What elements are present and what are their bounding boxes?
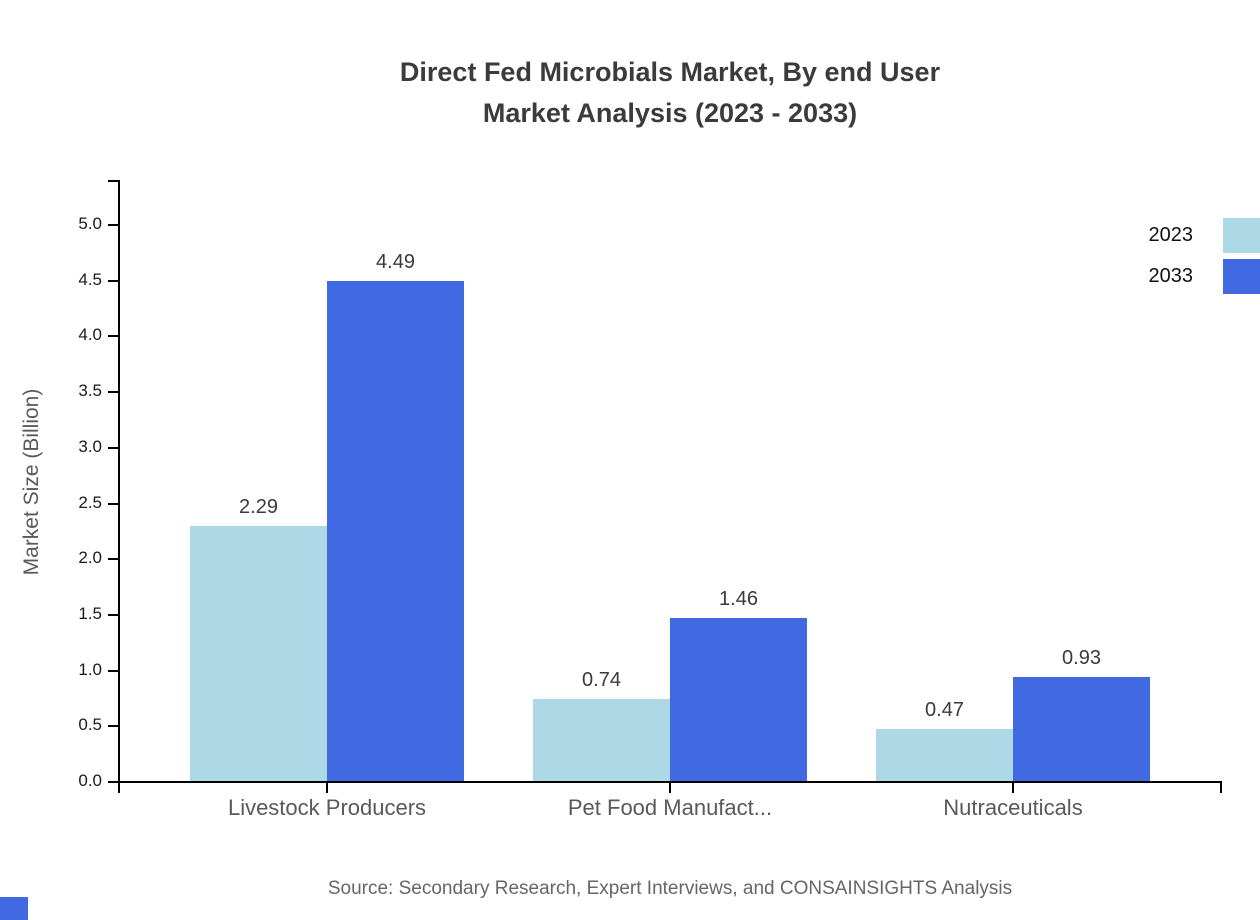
y-tick-label: 2.5 <box>78 492 102 512</box>
y-tick-label: 1.0 <box>78 659 102 679</box>
x-tick-mark <box>669 783 671 793</box>
legend-swatch-2023 <box>1223 218 1260 253</box>
y-tick-label: 0.0 <box>78 771 102 790</box>
y-tick-label: 3.0 <box>78 436 102 456</box>
y-tick-mark <box>108 781 118 783</box>
y-tick-mark <box>108 613 118 616</box>
legend-row: 2033 <box>1149 259 1260 294</box>
x-category-label: Livestock Producers <box>227 795 427 820</box>
y-tick-mark <box>108 335 118 338</box>
x-axis-spine <box>118 781 1222 783</box>
legend-label-2023: 2023 <box>1148 224 1194 246</box>
y-tick-label: 5.0 <box>78 214 102 233</box>
bar-value-label: 0.74 <box>582 668 621 691</box>
source-note: Source: Secondary Research, Expert Inter… <box>327 878 1013 899</box>
bar-2033-3 <box>1013 677 1150 781</box>
bar-value-label: 1.46 <box>719 588 758 611</box>
bar-2023-3 <box>876 728 1013 781</box>
y-tick-label: 4.0 <box>78 325 102 345</box>
bar-2023-1 <box>190 525 327 781</box>
x-tick-mark <box>1012 783 1014 793</box>
y-tick-label: 4.5 <box>78 269 102 289</box>
y-tick-label: 1.5 <box>78 603 102 623</box>
y-axis-end-tick <box>108 180 118 182</box>
bar-2033-1 <box>327 280 464 781</box>
y-axis-spine <box>118 180 120 783</box>
x-category-label: Pet Food Manufact... <box>567 795 773 820</box>
bar-2023-2 <box>533 698 670 781</box>
corner-brand-mark <box>0 897 28 920</box>
y-tick-mark <box>108 725 118 728</box>
y-tick-mark <box>108 669 118 672</box>
y-tick-mark <box>108 558 118 561</box>
y-tick-label: 3.5 <box>78 381 102 401</box>
bar-value-label: 2.29 <box>239 495 278 518</box>
x-tick-mark <box>326 783 328 793</box>
bar-value-label: 0.93 <box>1062 647 1101 670</box>
bar-2033-2 <box>670 618 807 781</box>
chart-title-line1: Direct Fed Microbials Market, By end Use… <box>399 57 941 87</box>
y-tick-mark <box>108 502 118 505</box>
bar-value-label: 4.49 <box>376 250 415 273</box>
y-tick-mark <box>108 446 118 449</box>
legend-label-2033: 2033 <box>1148 265 1194 287</box>
x-axis-end-tick <box>118 783 120 793</box>
chart-title-line2: Market Analysis (2023 - 2033) <box>482 98 858 128</box>
y-tick-mark <box>108 224 118 226</box>
legend-swatch-2033 <box>1223 259 1260 294</box>
chart-title: Direct Fed Microbials Market, By end Use… <box>80 52 1260 134</box>
legend-row: 2023 <box>1149 218 1260 253</box>
y-tick-mark <box>108 391 118 394</box>
y-tick-label: 0.5 <box>78 715 102 735</box>
x-axis-end-tick <box>1220 783 1222 793</box>
bar-value-label: 0.47 <box>925 698 964 721</box>
legend: 2023 2033 <box>1149 218 1260 300</box>
y-tick-label: 2.0 <box>78 548 102 568</box>
y-tick-mark <box>108 279 118 282</box>
x-category-label: Nutraceuticals <box>943 795 1083 820</box>
